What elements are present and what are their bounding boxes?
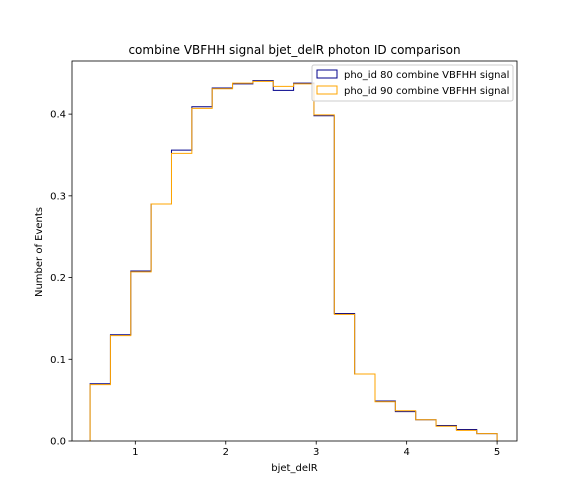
legend-label-1: pho_id 80 combine VBFHH signal (344, 70, 509, 81)
y-tick-label: 0.1 (50, 355, 66, 366)
legend-frame (311, 64, 514, 102)
x-tick-label: 2 (223, 447, 229, 458)
plot-area: 1 2 3 4 5 0.0 0.1 0.2 0.3 0.4 (50, 60, 518, 458)
legend-label-2: pho_id 90 combine VBFHH signal (344, 86, 509, 97)
y-tick-label: 0.4 (50, 110, 66, 121)
x-tick-label: 3 (313, 447, 319, 458)
x-axis-label: bjet_delR (271, 463, 317, 474)
y-tick-label: 0.3 (50, 191, 66, 202)
histogram-series-2 (89, 80, 498, 441)
y-axis-label: Number of Events (34, 207, 45, 297)
x-tick-label: 4 (403, 447, 409, 458)
x-tick-label: 1 (132, 447, 138, 458)
y-tick-label: 0.2 (50, 273, 66, 284)
legend-swatch-1 (316, 69, 338, 79)
x-tick-label: 5 (494, 447, 500, 458)
y-tick-label: 0.0 (50, 437, 66, 448)
axes-frame (71, 60, 518, 442)
legend: pho_id 80 combine VBFHH signal pho_id 90 … (311, 64, 514, 102)
legend-swatch-2 (316, 85, 338, 95)
chart-title: combine VBFHH signal bjet_delR photon ID… (128, 43, 460, 57)
